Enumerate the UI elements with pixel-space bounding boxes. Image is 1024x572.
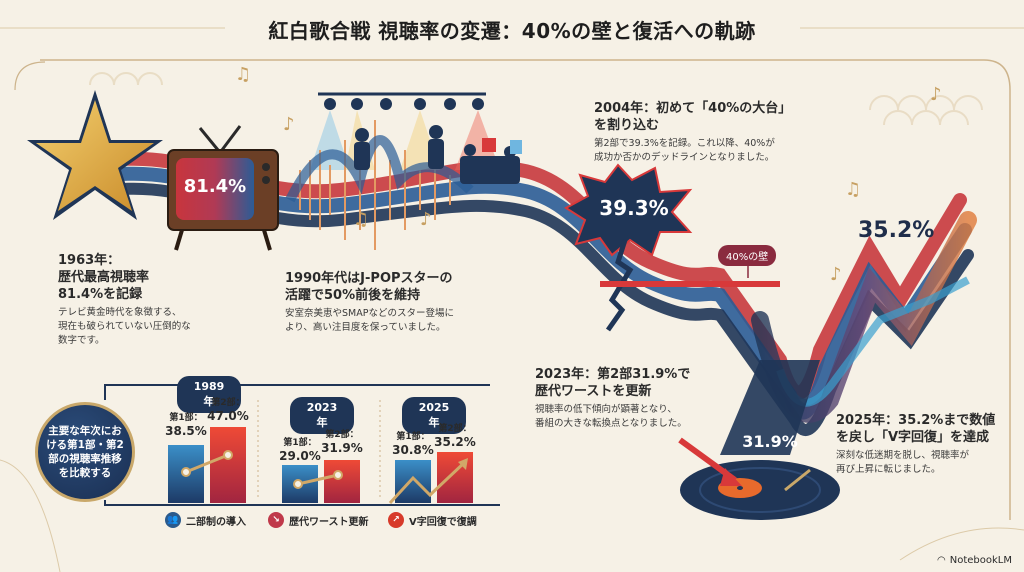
page-title: 紅白歌合戦 視聴率の変遷：40%の壁と復活への軌跡 xyxy=(268,19,756,43)
svg-text:♪: ♪ xyxy=(830,264,842,285)
bar-label-2023-part2: 第2部： 31.9% xyxy=(321,430,363,455)
svg-text:♪: ♪ xyxy=(420,209,432,230)
legend-item-two-part: 👥 二部制の導入 xyxy=(165,512,246,528)
milestone-1963-body: テレビ黄金時代を象徴する、 現在も破られていない圧倒的な 数字です。 xyxy=(58,307,191,346)
chart-down-icon: ↘ xyxy=(268,512,284,528)
milestone-2025-heading: 2025年：35.2%まで数値 を戻し「V字回復」を達成 xyxy=(836,413,996,445)
bar-label-2023-part1: 第1部： 29.0% xyxy=(279,438,321,463)
gold-star-icon xyxy=(27,90,163,220)
comparison-circle: 主要な年次における第1部・第2部の視聴率推移を比較する xyxy=(35,402,135,502)
vinyl-value-2023: 31.9% xyxy=(742,432,798,451)
vinyl-record-icon xyxy=(678,360,840,520)
year-pill-1989: 1989年 xyxy=(177,376,241,413)
brand-watermark: ◠ NotebookLM xyxy=(937,555,1012,566)
svg-text:♪: ♪ xyxy=(930,84,942,105)
milestone-2025: 2025年：35.2%まで数値 を戻し「V字回復」を達成 深刻な低迷期を脱し、視… xyxy=(836,412,1016,477)
burst-value-2004: 39.3% xyxy=(599,196,669,220)
wall-badge: 40%の壁 xyxy=(718,245,777,266)
milestone-2023: 2023年：第2部31.9%で 歴代ワーストを更新 視聴率の低下傾向が顕著となり… xyxy=(535,366,735,431)
peak-value-2025: 35.2% xyxy=(858,218,935,243)
chart-up-icon: ↗ xyxy=(388,512,404,528)
svg-text:♫: ♫ xyxy=(353,209,369,230)
legend-item-recovery: ↗ V字回復で復調 xyxy=(388,512,477,528)
milestone-1990s-body: 安室奈美恵やSMAPなどのスター登場に より、高い注目度を保っていました。 xyxy=(285,308,454,333)
retro-tv-icon xyxy=(167,125,279,251)
svg-text:♫: ♫ xyxy=(235,64,251,85)
notebooklm-logo-icon: ◠ xyxy=(937,555,946,566)
bar-label-1989-part2: 第2部： 47.0% xyxy=(207,398,249,423)
svg-text:♫: ♫ xyxy=(845,179,861,200)
milestone-1990s: 1990年代はJ-POPスターの 活躍で50%前後を維持 安室奈美恵やSMAPな… xyxy=(285,270,505,335)
year-pill-2023: 2023年 xyxy=(290,397,354,434)
svg-text:♪: ♪ xyxy=(283,114,295,135)
milestone-2025-body: 深刻な低迷期を脱し、視聴率が 再び上昇に転じました。 xyxy=(836,450,970,475)
milestone-2023-heading: 2023年：第2部31.9%で 歴代ワーストを更新 xyxy=(535,367,691,399)
bar-label-2025-part2: 第2部： 35.2% xyxy=(434,424,476,449)
legend-item-worst: ↘ 歴代ワースト更新 xyxy=(268,512,369,528)
people-icon: 👥 xyxy=(165,512,181,528)
milestone-2004-body: 第2部で39.3%を記録。これ以降、40%が 成功か否かのデッドラインとなりまし… xyxy=(594,138,775,163)
milestone-2023-body: 視聴率の低下傾向が顕著となり、 番組の大きな転換点となりました。 xyxy=(535,404,687,429)
milestone-1963: 1963年： 歴代最高視聴率 81.4%を記録 テレビ黄金時代を象徴する、 現在… xyxy=(58,252,258,348)
milestone-2004-heading: 2004年：初めて「40%の大台」 を割り込む xyxy=(594,101,792,133)
milestone-2004: 2004年：初めて「40%の大台」 を割り込む 第2部で39.3%を記録。これ以… xyxy=(594,100,814,165)
milestone-1990s-heading: 1990年代はJ-POPスターの 活躍で50%前後を維持 xyxy=(285,271,453,303)
milestone-1963-heading: 1963年： 歴代最高視聴率 81.4%を記録 xyxy=(58,253,150,302)
burst-shape xyxy=(564,163,693,257)
tv-value-1963: 81.4% xyxy=(183,176,247,197)
bar-label-1989-part1: 第1部： 38.5% xyxy=(165,413,207,438)
year-pill-2025: 2025年 xyxy=(402,397,466,434)
bar-label-2025-part1: 第1部： 30.8% xyxy=(392,432,434,457)
